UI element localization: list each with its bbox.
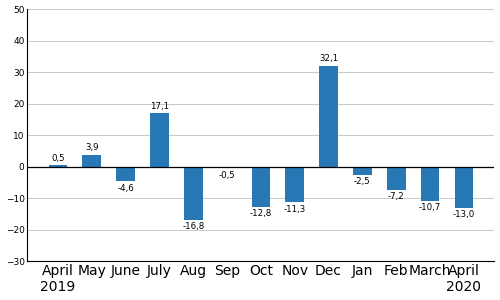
Bar: [454, 167, 473, 208]
Text: -12,8: -12,8: [250, 209, 272, 218]
Bar: [252, 167, 270, 207]
Bar: [286, 167, 304, 202]
Bar: [150, 113, 169, 167]
Bar: [116, 167, 135, 181]
Text: -4,6: -4,6: [117, 184, 134, 193]
Bar: [82, 154, 101, 167]
Text: -11,3: -11,3: [284, 205, 306, 214]
Bar: [387, 167, 406, 190]
Text: -16,8: -16,8: [182, 222, 204, 231]
Text: 3,9: 3,9: [85, 143, 98, 152]
Text: -13,0: -13,0: [453, 210, 475, 219]
Text: 32,1: 32,1: [319, 54, 338, 63]
Bar: [353, 167, 372, 175]
Text: 17,1: 17,1: [150, 102, 169, 111]
Text: -10,7: -10,7: [419, 203, 441, 212]
Text: -0,5: -0,5: [218, 171, 236, 180]
Text: -2,5: -2,5: [354, 177, 371, 186]
Bar: [218, 167, 236, 168]
Bar: [421, 167, 440, 201]
Text: -7,2: -7,2: [388, 192, 404, 201]
Text: 0,5: 0,5: [51, 154, 64, 163]
Bar: [184, 167, 203, 220]
Bar: [320, 65, 338, 167]
Bar: [48, 165, 67, 167]
